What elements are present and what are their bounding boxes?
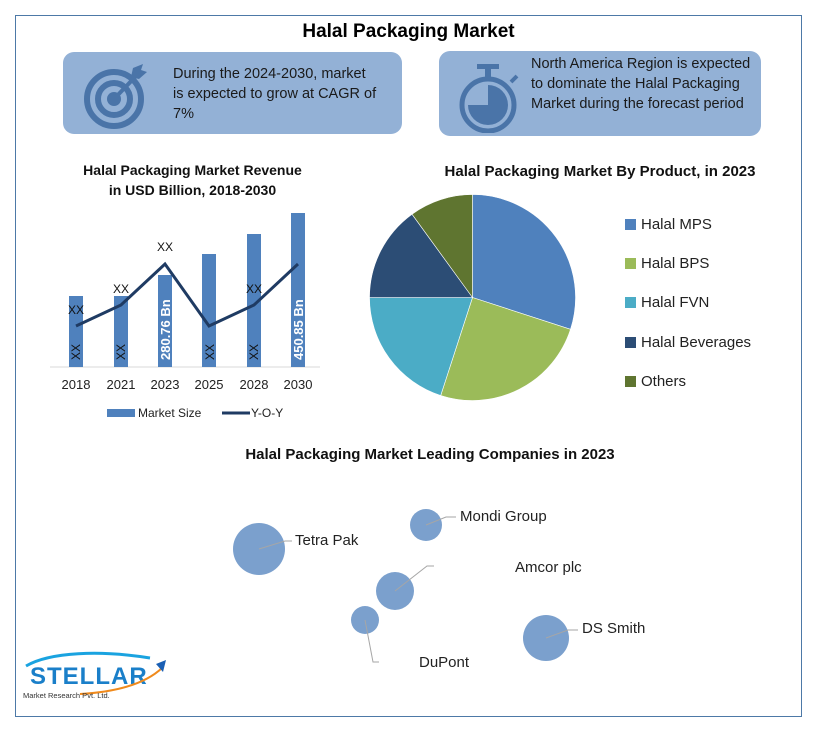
bar-label: XX xyxy=(247,344,261,360)
legend-swatch xyxy=(625,376,636,387)
info-line: 7% xyxy=(173,106,194,122)
bubble-label-mondi-group: Mondi Group xyxy=(460,508,547,525)
legend-label: Halal BPS xyxy=(641,255,710,272)
leader-line xyxy=(364,619,379,663)
legend-item-others: Others xyxy=(625,373,686,390)
legend-label: Halal Beverages xyxy=(641,334,752,351)
legend-item-halal-bps: Halal BPS xyxy=(625,255,709,272)
bubble-label-dupont: DuPont xyxy=(419,654,470,671)
legend-label: Halal MPS xyxy=(641,216,712,233)
x-tick: 2018 xyxy=(62,377,91,392)
stellar-logo: STELLAR Market Research Pvt. Ltd. xyxy=(20,648,170,708)
x-tick: 2021 xyxy=(107,377,136,392)
revenue-bar-chart: XX XX 280.76 Bn XX XX 450.85 Bn XX XX XX… xyxy=(50,213,320,420)
region-info-box: North America Region is expected to domi… xyxy=(439,51,761,136)
cagr-info-text: During the 2024-2030, market is expected… xyxy=(173,64,398,124)
chart-title-line: Halal Packaging Market Revenue xyxy=(83,162,302,178)
x-tick: 2030 xyxy=(284,377,313,392)
stopwatch-icon xyxy=(455,61,525,134)
legend-label: Y-O-Y xyxy=(251,406,283,420)
info-line: During the 2024-2030, market xyxy=(173,66,366,82)
revenue-chart-title: Halal Packaging Market Revenue in USD Bi… xyxy=(55,160,330,200)
legend-label: Halal FVN xyxy=(641,294,710,311)
bar-label: 450.85 Bn xyxy=(291,299,306,360)
chart-title-line: in USD Billion, 2018-2030 xyxy=(108,182,277,198)
legend-label: Market Size xyxy=(138,406,202,420)
bar-2028 xyxy=(247,234,261,367)
page-title: Halal Packaging Market xyxy=(302,21,515,42)
target-arrow-icon xyxy=(81,60,151,130)
legend-item-halal-fvn: Halal FVN xyxy=(625,294,709,311)
legend-swatch xyxy=(625,258,636,269)
line-label: XX xyxy=(246,282,262,296)
legend-swatch xyxy=(625,337,636,348)
bubble-label-amcor-plc: Amcor plc xyxy=(515,559,582,576)
line-label: XX xyxy=(68,303,84,317)
bar-label: XX xyxy=(114,344,128,360)
leader-line xyxy=(425,516,456,526)
bar-2030 xyxy=(291,213,305,367)
bar-label: XX xyxy=(69,344,83,360)
line-label: XX xyxy=(157,240,173,254)
bar-2021 xyxy=(114,296,128,367)
bubble-label-tetra-pak: Tetra Pak xyxy=(295,532,359,549)
pie-chart-title: Halal Packaging Market By Product, in 20… xyxy=(444,163,756,180)
info-line: to dominate the Halal Packaging xyxy=(531,76,740,92)
cagr-info-box: During the 2024-2030, market is expected… xyxy=(63,52,402,134)
x-tick: 2023 xyxy=(151,377,180,392)
pie-slice-halal-beverages xyxy=(369,213,474,298)
logo-tagline: Market Research Pvt. Ltd. xyxy=(23,691,110,700)
companies-chart-title: Halal Packaging Market Leading Companies… xyxy=(245,446,615,463)
legend-label: Others xyxy=(641,373,687,390)
legend-swatch xyxy=(625,297,636,308)
x-tick: 2025 xyxy=(195,377,224,392)
info-line: is expected to grow at CAGR of xyxy=(173,86,377,102)
line-label: XX xyxy=(113,282,129,296)
legend-swatch-market-size xyxy=(107,409,135,417)
legend-swatch xyxy=(625,219,636,230)
pie-slice-halal-fvn xyxy=(369,297,473,396)
pie-slice-halal-mps xyxy=(472,194,576,330)
product-pie-chart xyxy=(369,194,576,401)
yoy-line xyxy=(75,261,300,328)
pie-slice-halal-bps xyxy=(440,297,571,401)
leader-line xyxy=(258,540,292,550)
leader-line xyxy=(545,629,578,639)
bar-label: XX xyxy=(203,344,217,360)
legend-item-halal-beverages: Halal Beverages xyxy=(625,334,751,351)
bar-2018 xyxy=(69,296,83,367)
bar-label: 280.76 Bn xyxy=(158,299,173,360)
bubble-label-ds-smith: DS Smith xyxy=(582,620,646,637)
info-line: Market during the forecast period xyxy=(531,96,744,112)
legend-item-halal-mps: Halal MPS xyxy=(625,216,712,233)
logo-arrow-icon xyxy=(156,660,166,672)
outer-frame xyxy=(15,15,802,717)
leader-line xyxy=(394,565,434,592)
info-line: North America Region is expected xyxy=(531,56,751,72)
bar-2025 xyxy=(202,254,216,367)
bar-2023 xyxy=(158,275,172,367)
region-info-text: North America Region is expected to domi… xyxy=(531,54,759,114)
x-tick: 2028 xyxy=(240,377,269,392)
pie-slice-others xyxy=(411,194,473,299)
